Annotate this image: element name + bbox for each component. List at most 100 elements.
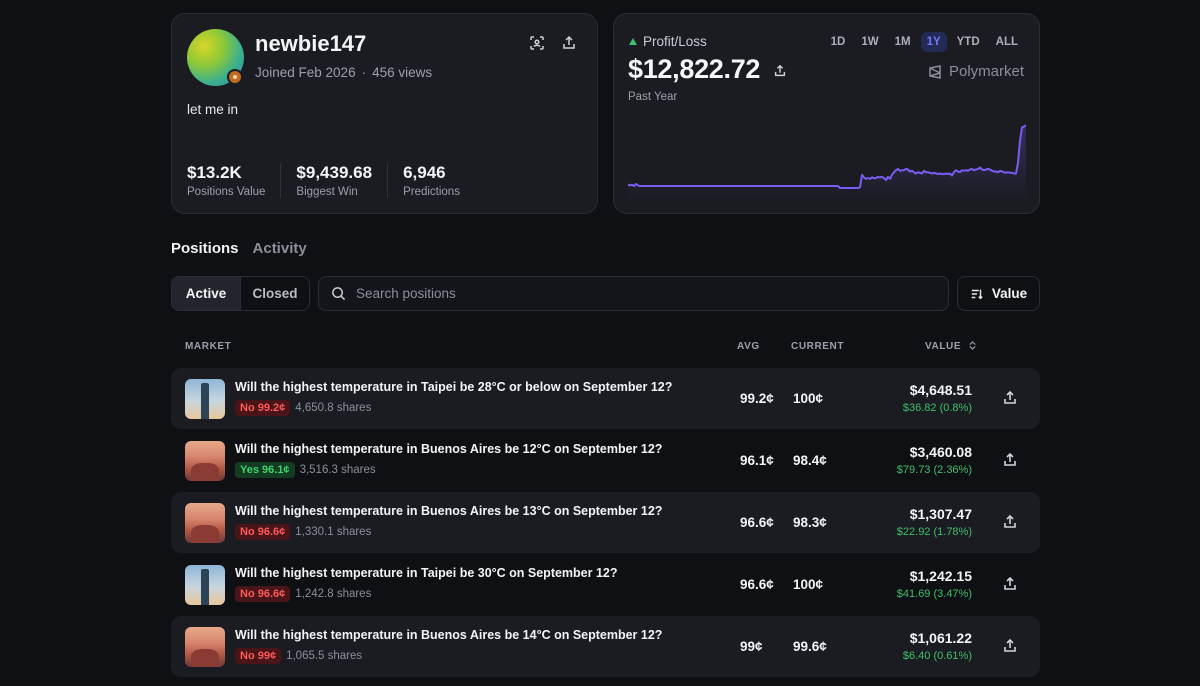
- view-count: 456 views: [372, 65, 433, 80]
- rank-badge-icon: [227, 69, 243, 85]
- header-current[interactable]: CURRENT: [791, 341, 845, 352]
- share-count: 1,065.5 shares: [286, 650, 363, 662]
- table-row[interactable]: Will the highest temperature in Buenos A…: [171, 492, 1040, 553]
- market-title[interactable]: Will the highest temperature in Taipei b…: [235, 566, 618, 580]
- share-count: 1,330.1 shares: [295, 526, 372, 538]
- sort-button[interactable]: Value: [957, 276, 1040, 311]
- polymarket-logo-icon: [929, 64, 941, 79]
- market-thumbnail: [185, 503, 225, 543]
- range-1m[interactable]: 1M: [894, 36, 911, 48]
- avg-price: 96.1¢: [740, 453, 774, 468]
- current-price: 98.4¢: [793, 453, 827, 468]
- share-icon[interactable]: [1002, 390, 1018, 406]
- share-icon[interactable]: [1002, 638, 1018, 654]
- filter-active-button[interactable]: Active: [172, 277, 241, 310]
- stat-label: Positions Value: [187, 186, 266, 198]
- header-market[interactable]: MARKET: [185, 341, 232, 352]
- scan-profile-button[interactable]: [528, 34, 546, 52]
- share-count: 1,242.8 shares: [295, 588, 372, 600]
- current-price: 100¢: [793, 577, 824, 592]
- position-change: $36.82 (0.8%): [902, 402, 972, 414]
- bio: let me in: [187, 102, 239, 117]
- joined-date: Joined Feb 2026: [255, 65, 356, 80]
- market-title[interactable]: Will the highest temperature in Buenos A…: [235, 442, 663, 456]
- brand: Polymarket: [927, 63, 1024, 80]
- current-price: 100¢: [793, 391, 824, 406]
- header-value[interactable]: VALUE: [925, 341, 977, 352]
- market-title[interactable]: Will the highest temperature in Taipei b…: [235, 380, 673, 394]
- avg-price: 99.2¢: [740, 391, 774, 406]
- time-range-selector: 1D 1W 1M 1Y YTD ALL: [825, 32, 1024, 52]
- share-profile-button[interactable]: [560, 34, 578, 52]
- pnl-area: [628, 125, 1026, 200]
- stat-positions-value: $13.2K Positions Value: [187, 163, 282, 198]
- share-pnl-icon[interactable]: [773, 64, 787, 78]
- tab-positions[interactable]: Positions: [171, 240, 239, 257]
- market-title[interactable]: Will the highest temperature in Buenos A…: [235, 504, 663, 518]
- pnl-header: Profit/Loss: [629, 34, 707, 49]
- stat-predictions: 6,946 Predictions: [403, 163, 475, 198]
- outcome-badge: No 96.6¢: [235, 586, 291, 602]
- table-row[interactable]: Will the highest temperature in Taipei b…: [171, 368, 1040, 429]
- search-input[interactable]: [356, 286, 916, 301]
- sort-toggle-icon: [968, 341, 976, 350]
- share-count: 3,516.3 shares: [299, 464, 376, 476]
- stat-value: 6,946: [403, 163, 446, 182]
- username: newbie147: [255, 31, 367, 56]
- pnl-value-row: $12,822.72: [628, 54, 787, 85]
- market-thumbnail: [185, 565, 225, 605]
- share-icon[interactable]: [1002, 514, 1018, 530]
- share-icon: [563, 35, 575, 49]
- table-row[interactable]: Will the highest temperature in Buenos A…: [171, 616, 1040, 677]
- share-icon[interactable]: [1002, 452, 1018, 468]
- pnl-label: Profit/Loss: [643, 34, 707, 49]
- scan-icon: [530, 36, 544, 50]
- header-value-label: VALUE: [925, 341, 962, 352]
- separator-dot: ·: [361, 65, 367, 80]
- header-avg[interactable]: AVG: [737, 341, 760, 352]
- range-all[interactable]: ALL: [995, 36, 1018, 48]
- position-value: $4,648.51: [909, 382, 972, 398]
- share-icon[interactable]: [1002, 576, 1018, 592]
- stat-value: $13.2K: [187, 163, 242, 182]
- market-title[interactable]: Will the highest temperature in Buenos A…: [235, 628, 663, 642]
- pnl-value: $12,822.72: [628, 54, 761, 84]
- profile-stats: $13.2K Positions Value $9,439.68 Biggest…: [187, 163, 490, 198]
- stat-value: $9,439.68: [296, 163, 373, 182]
- profile-card: newbie147 Joined Feb 2026 · 456 views let …: [171, 13, 598, 214]
- position-change: $79.73 (2.36%): [896, 464, 972, 476]
- pnl-line: [628, 124, 1026, 189]
- position-value: $3,460.08: [909, 444, 972, 460]
- position-value: $1,307.47: [909, 506, 972, 522]
- range-ytd[interactable]: YTD: [956, 36, 980, 48]
- current-price: 99.6¢: [793, 639, 827, 654]
- range-1w[interactable]: 1W: [861, 36, 879, 48]
- range-1d[interactable]: 1D: [830, 36, 846, 48]
- position-info: No 99.2¢ 4,650.8 shares: [235, 400, 371, 416]
- sort-icon: [971, 289, 983, 299]
- table-row[interactable]: Will the highest temperature in Buenos A…: [171, 430, 1040, 491]
- tab-activity[interactable]: Activity: [252, 240, 307, 257]
- search-icon: [332, 287, 346, 301]
- market-thumbnail: [185, 379, 225, 419]
- range-1y[interactable]: 1Y: [920, 32, 947, 52]
- status-toggle: Active Closed: [171, 276, 310, 311]
- position-value: $1,061.22: [909, 630, 972, 646]
- stat-label: Biggest Win: [296, 186, 358, 198]
- pnl-chart: [628, 124, 1026, 200]
- current-price: 98.3¢: [793, 515, 827, 530]
- avg-price: 99¢: [740, 639, 763, 654]
- outcome-badge: No 99.2¢: [235, 400, 291, 416]
- share-count: 4,650.8 shares: [295, 402, 372, 414]
- position-info: No 96.6¢ 1,242.8 shares: [235, 586, 371, 602]
- outcome-badge: No 99¢: [235, 648, 282, 664]
- stat-label: Predictions: [403, 186, 460, 198]
- filter-closed-button[interactable]: Closed: [252, 286, 298, 301]
- outcome-badge: Yes 96.1¢: [235, 462, 295, 478]
- market-thumbnail: [185, 627, 225, 667]
- position-change: $22.92 (1.78%): [896, 526, 972, 538]
- market-thumbnail: [185, 441, 225, 481]
- table-row[interactable]: Will the highest temperature in Taipei b…: [171, 554, 1040, 615]
- search-box: [318, 276, 949, 311]
- position-change: $41.69 (3.47%): [896, 588, 972, 600]
